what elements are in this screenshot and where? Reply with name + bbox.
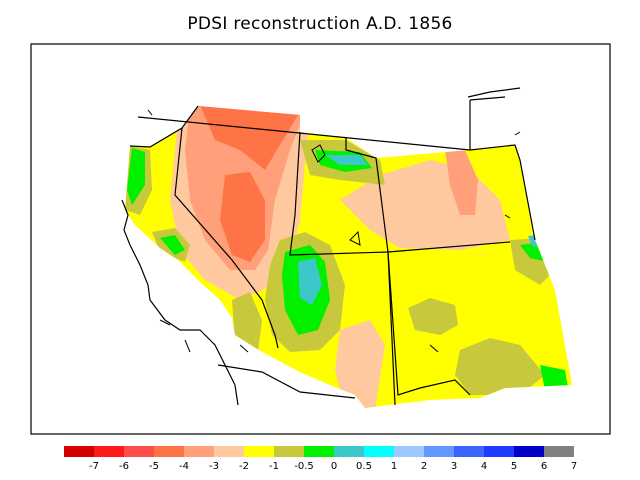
legend-swatch — [424, 446, 454, 457]
legend-label: 0 — [331, 461, 337, 472]
legend-label: 0.5 — [356, 461, 372, 472]
legend-label: 7 — [571, 461, 577, 472]
legend-swatch — [514, 446, 544, 457]
legend-label: 6 — [541, 461, 547, 472]
map-title: PDSI reconstruction A.D. 1856 — [187, 14, 453, 34]
legend-label: -0.5 — [294, 461, 314, 472]
legend-label: 2 — [421, 461, 427, 472]
map-frame — [30, 43, 611, 435]
legend-label: -4 — [179, 461, 189, 472]
legend-label: -6 — [119, 461, 129, 472]
legend-swatch — [544, 446, 574, 457]
legend-label: 1 — [391, 461, 397, 472]
legend-swatch — [154, 446, 184, 457]
legend-swatch — [64, 446, 94, 457]
legend-swatch — [214, 446, 244, 457]
legend-swatch — [454, 446, 484, 457]
legend-label: 3 — [451, 461, 457, 472]
legend-label: 4 — [481, 461, 487, 472]
legend-swatch — [364, 446, 394, 457]
color-legend: -7 -6 -5 -4 -3 -2 -1 -0.5 0 0.5 1 2 3 4 5 6 7 — [64, 446, 577, 472]
legend-swatch — [394, 446, 424, 457]
legend-label: -2 — [239, 461, 249, 472]
pdsi-field — [125, 106, 572, 408]
legend-swatch — [244, 446, 274, 457]
legend-label: -1 — [269, 461, 279, 472]
legend-swatch — [304, 446, 334, 457]
legend-swatch — [94, 446, 124, 457]
legend-swatch — [124, 446, 154, 457]
legend-label: 5 — [511, 461, 517, 472]
lakes — [147, 109, 521, 353]
legend-swatch — [334, 446, 364, 457]
boundaries — [121, 87, 536, 406]
legend-swatch — [484, 446, 514, 457]
legend-swatch — [184, 446, 214, 457]
legend-label: -5 — [149, 461, 159, 472]
legend-swatch — [274, 446, 304, 457]
legend-label: -7 — [89, 461, 99, 472]
legend-label: -3 — [209, 461, 219, 472]
